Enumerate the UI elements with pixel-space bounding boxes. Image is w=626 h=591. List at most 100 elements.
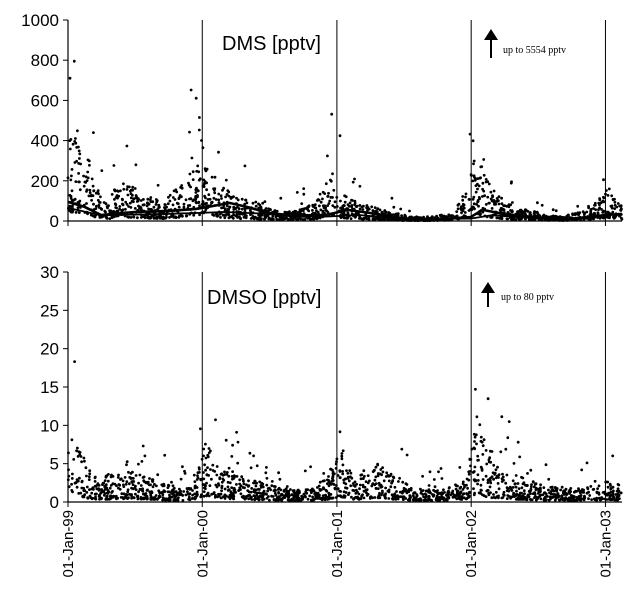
dmso-data-point bbox=[489, 449, 492, 453]
dmso-data-point bbox=[362, 489, 366, 493]
dmso-data-point bbox=[362, 477, 365, 480]
dmso-data-point bbox=[120, 492, 124, 496]
dms-data-point bbox=[567, 213, 570, 217]
dmso-data-point bbox=[615, 489, 619, 493]
dmso-data-point bbox=[195, 478, 199, 481]
dmso-data-point bbox=[155, 484, 158, 488]
dmso-data-point bbox=[359, 477, 363, 481]
dms-data-point bbox=[167, 195, 170, 199]
dms-data-point bbox=[121, 208, 125, 212]
dmso-data-point bbox=[240, 475, 244, 479]
dms-data-point bbox=[125, 188, 129, 191]
dms-data-point bbox=[335, 205, 339, 208]
dms-data-point bbox=[509, 181, 513, 185]
dmso-data-point bbox=[182, 490, 186, 493]
dms-y-tick-label: 600 bbox=[31, 91, 59, 110]
dmso-data-point bbox=[92, 488, 95, 491]
dmso-data-point bbox=[391, 497, 395, 501]
dmso-data-point bbox=[277, 471, 280, 475]
dms-data-point bbox=[148, 216, 152, 220]
dms-data-point bbox=[210, 175, 214, 179]
dms-data-point bbox=[254, 204, 258, 208]
dms-data-point bbox=[212, 214, 216, 217]
dms-data-point bbox=[204, 208, 208, 211]
dmso-data-point bbox=[582, 491, 586, 494]
dmso-data-point bbox=[331, 482, 335, 486]
dmso-panel: 0 5 10 15 20 25 30 DMSO [pptv] up to 80 pptv bbox=[40, 263, 623, 512]
dms-data-point bbox=[133, 207, 137, 210]
dms-data-point bbox=[107, 204, 110, 208]
dmso-data-point bbox=[207, 494, 211, 498]
dmso-data-point bbox=[481, 444, 485, 448]
dms-data-point bbox=[373, 206, 377, 210]
dms-data-point bbox=[318, 192, 322, 196]
dmso-data-point bbox=[279, 494, 283, 497]
dmso-data-point bbox=[504, 481, 508, 485]
dms-annotation-text: up to 5554 pptv bbox=[503, 45, 566, 56]
dmso-data-point bbox=[374, 475, 378, 479]
dms-data-point bbox=[593, 211, 596, 215]
dmso-data-point bbox=[374, 482, 378, 485]
dmso-data-point bbox=[305, 491, 309, 495]
dmso-data-point bbox=[333, 486, 337, 490]
dms-data-point bbox=[148, 198, 152, 202]
dmso-data-point bbox=[533, 492, 537, 496]
dmso-data-point bbox=[521, 476, 525, 480]
dms-data-point bbox=[171, 196, 175, 199]
dmso-y-tick-label: 25 bbox=[40, 301, 59, 320]
dms-data-point bbox=[286, 218, 290, 222]
dms-data-point bbox=[253, 216, 256, 220]
dms-data-point bbox=[195, 186, 198, 190]
dms-data-point bbox=[245, 201, 249, 205]
dmso-data-point bbox=[560, 494, 564, 498]
dmso-data-point bbox=[430, 499, 434, 502]
dms-data-point bbox=[214, 198, 218, 201]
dms-data-point bbox=[326, 154, 329, 158]
dms-data-point bbox=[353, 201, 357, 205]
dmso-data-point bbox=[278, 477, 282, 481]
dms-data-point bbox=[224, 195, 228, 199]
dmso-data-point bbox=[75, 485, 79, 489]
dmso-data-point bbox=[318, 480, 322, 484]
dmso-data-point bbox=[295, 497, 298, 501]
dms-data-point bbox=[607, 187, 611, 191]
dms-data-point bbox=[225, 193, 229, 196]
dms-data-point bbox=[94, 207, 98, 211]
dms-data-point bbox=[175, 201, 179, 205]
dms-data-point bbox=[509, 203, 513, 207]
dms-data-point bbox=[470, 174, 473, 177]
dms-y-tick-label: 400 bbox=[31, 132, 59, 151]
dmso-data-point bbox=[149, 483, 152, 487]
dmso-data-point bbox=[555, 489, 559, 493]
dmso-data-point bbox=[83, 493, 87, 496]
dmso-data-point bbox=[314, 491, 318, 495]
dmso-data-point bbox=[277, 498, 281, 502]
dmso-data-point bbox=[111, 490, 114, 493]
dms-data-point bbox=[331, 196, 334, 199]
dmso-data-point bbox=[250, 487, 254, 490]
dms-data-point bbox=[186, 204, 190, 208]
dmso-data-point bbox=[529, 487, 533, 491]
dmso-data-point bbox=[398, 476, 401, 480]
dmso-data-point bbox=[100, 497, 103, 501]
dmso-data-point bbox=[533, 496, 536, 499]
dmso-data-point bbox=[204, 442, 207, 446]
dms-panel-title: DMS [pptv] bbox=[222, 33, 321, 55]
dmso-data-point bbox=[587, 490, 590, 494]
dms-data-point bbox=[523, 212, 527, 216]
dms-data-point bbox=[190, 156, 194, 160]
dmso-data-point bbox=[342, 490, 346, 494]
dms-data-point bbox=[202, 178, 206, 182]
dmso-data-point bbox=[547, 498, 551, 502]
dms-data-point bbox=[129, 192, 133, 196]
dms-data-point bbox=[390, 218, 393, 222]
dmso-data-point bbox=[579, 494, 583, 497]
dmso-data-point bbox=[339, 495, 343, 499]
dmso-data-point bbox=[490, 496, 494, 500]
dms-data-point bbox=[170, 214, 173, 218]
dmso-data-point bbox=[205, 494, 209, 498]
dms-data-point bbox=[196, 194, 199, 197]
dmso-data-point bbox=[582, 498, 586, 502]
dmso-data-point bbox=[402, 495, 406, 499]
dmso-data-point bbox=[492, 493, 495, 496]
